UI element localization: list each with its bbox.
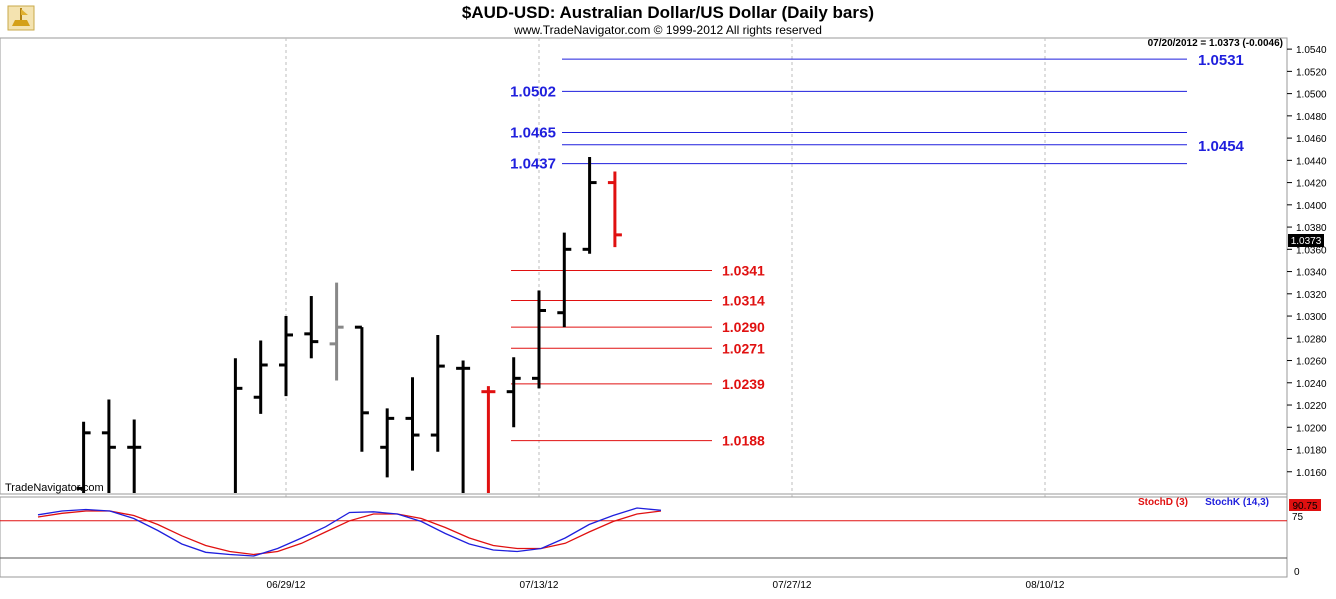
y-tick-label: 1.0500 [1296,90,1327,101]
support-label: 1.0314 [722,292,765,308]
last-close-info: 07/20/2012 = 1.0373 (-0.0046) [1148,38,1283,49]
y-tick-label: 1.0460 [1296,134,1327,145]
y-tick-label: 1.0360 [1296,245,1327,256]
support-label: 1.0341 [722,262,765,278]
y-tick-label: 1.0400 [1296,201,1327,212]
y-tick-label: 1.0440 [1296,156,1327,167]
date-x-axis: 06/29/12 07/13/12 07/27/12 08/10/12 [267,580,1065,591]
support-label: 1.0188 [722,433,765,449]
y-tick-label: 1.0200 [1296,423,1327,434]
stoch-value-tag: 90.75 [1292,501,1317,512]
stochastic-panel-frame [0,496,1288,578]
y-tick-label: 1.0220 [1296,401,1327,412]
price-panel-frame [0,37,1288,495]
support-label: 1.0290 [722,319,765,335]
y-tick-label: 1.0520 [1296,67,1327,78]
price-y-axis: 1.0160 1.0180 1.0200 1.0220 1.0240 1.0260 1.02… [1286,38,1327,577]
x-tick-label: 07/13/12 [520,580,559,591]
y-tick-label: 1.0260 [1296,357,1327,368]
resistance-label: 1.0531 [1198,52,1244,69]
y-tick-label: 1.0420 [1296,179,1327,190]
stochd-line [37,510,662,556]
stochk-line [37,507,662,557]
y-tick-label: 1.0280 [1296,334,1327,345]
y-tick-label: 1.0540 [1296,45,1327,56]
support-label: 1.0239 [722,376,765,392]
legend-stochd: StochD (3) [1138,497,1188,508]
y-tick-label: 1.0380 [1296,223,1327,234]
y-tick-label: 1.0240 [1296,379,1327,390]
chart-subtitle: www.TradeNavigator.com © 1999-2012 All r… [513,23,822,37]
chart-title: $AUD-USD: Australian Dollar/US Dollar (D… [462,3,874,22]
support-label: 1.0271 [722,340,765,356]
y-tick-label: 1.0160 [1296,468,1327,479]
resistance-label: 1.0454 [1198,138,1245,155]
watermark: TradeNavigator.com [5,482,104,494]
last-price-tag: 1.0373 [1291,236,1322,247]
stoch-ytick-75: 75 [1292,512,1304,523]
stoch-value-tag-bg [1289,499,1321,511]
stochastic-lines [0,507,1287,559]
x-tick-label: 08/10/12 [1026,580,1065,591]
y-tick-label: 1.0480 [1296,112,1327,123]
stoch-ytick-0: 0 [1294,567,1300,578]
x-tick-label: 07/27/12 [773,580,812,591]
price-bars [76,157,622,493]
y-tick-label: 1.0340 [1296,268,1327,279]
y-tick-label: 1.0300 [1296,312,1327,323]
trade-navigator-logo-icon [7,5,35,31]
support-resistance-levels: 1.0531 1.0502 1.0465 1.0454 1.0437 1.0341 1.03… [510,52,1244,448]
y-tick-label: 1.0320 [1296,290,1327,301]
resistance-label: 1.0502 [510,83,556,100]
x-tick-label: 06/29/12 [267,580,306,591]
resistance-label: 1.0437 [510,156,556,173]
resistance-label: 1.0465 [510,125,556,142]
last-price-tag-bg [1288,234,1324,247]
legend-stochk: StochK (14,3) [1205,497,1269,508]
y-tick-label: 1.0180 [1296,446,1327,457]
